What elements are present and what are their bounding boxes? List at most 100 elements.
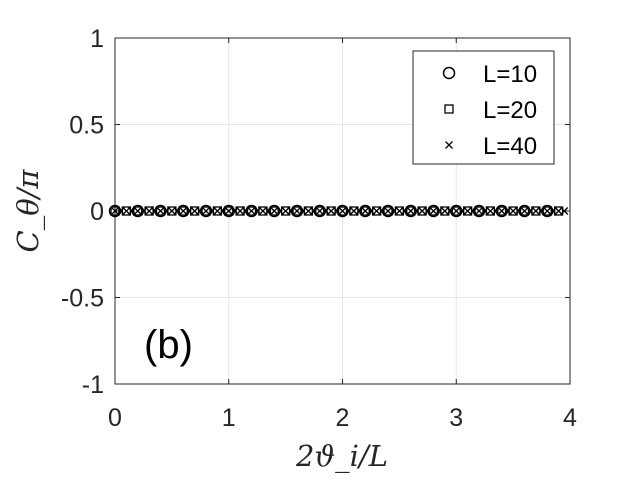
data-point (554, 207, 563, 215)
data-point (253, 207, 262, 215)
x-tick-label: 0 (108, 404, 122, 432)
data-point (384, 207, 392, 215)
data-point (219, 207, 228, 215)
legend-marker-x (445, 141, 453, 149)
data-point (537, 207, 546, 215)
data-point (139, 207, 148, 215)
data-series (108, 204, 569, 218)
data-point (327, 207, 336, 215)
data-point (321, 207, 330, 215)
data-point (355, 207, 364, 215)
data-point (560, 207, 569, 215)
data-point (462, 206, 473, 216)
data-point (360, 206, 370, 216)
data-point (224, 206, 234, 216)
y-tick-label: 0 (90, 198, 104, 226)
data-point (542, 206, 552, 216)
data-point (110, 206, 120, 216)
data-point (315, 207, 324, 215)
data-point (280, 206, 291, 216)
data-point (440, 207, 449, 215)
y-tick-label: -1 (82, 371, 104, 399)
data-point (485, 206, 496, 216)
data-point (349, 207, 358, 215)
x-axis-label: 2ϑ_i/L (295, 439, 388, 474)
data-point (310, 207, 319, 215)
y-axis-ticks: 1 0.5 0 -0.5 -1 (61, 25, 570, 399)
data-point (371, 206, 382, 216)
data-point (156, 207, 165, 215)
data-point (150, 207, 159, 215)
data-point (201, 206, 211, 216)
data-point (497, 207, 506, 215)
data-point (463, 207, 472, 215)
data-point (349, 206, 359, 216)
data-point (270, 207, 279, 215)
x-tick-label: 4 (563, 404, 577, 432)
data-point (423, 207, 432, 215)
data-point (412, 207, 421, 215)
data-point (514, 207, 523, 215)
data-point (246, 206, 257, 216)
data-point (178, 206, 188, 216)
data-point (406, 206, 416, 216)
data-point (184, 207, 193, 215)
data-point (446, 207, 455, 215)
data-point (366, 207, 375, 215)
data-point (258, 207, 267, 215)
data-point (122, 207, 131, 215)
data-point (451, 206, 461, 216)
data-point (520, 207, 529, 215)
data-point (287, 207, 296, 215)
data-point (361, 207, 370, 215)
data-point (452, 207, 461, 215)
data-point (281, 207, 290, 215)
legend-box (412, 50, 555, 165)
data-point (503, 207, 512, 215)
data-point (190, 207, 199, 215)
y-tick-label: 0.5 (69, 112, 104, 140)
data-point (202, 207, 210, 215)
data-point (326, 206, 336, 216)
data-point (469, 207, 478, 215)
data-point (173, 207, 182, 215)
legend: L=10 L=20 L=40 (412, 50, 555, 165)
data-point (378, 207, 387, 215)
data-point (303, 206, 314, 216)
data-point (508, 206, 518, 216)
data-point (509, 207, 518, 215)
data-point (406, 207, 415, 215)
data-point (486, 207, 495, 215)
data-point (162, 207, 171, 215)
data-point (179, 207, 188, 215)
x-tick-label: 1 (222, 404, 236, 432)
series-l-20 (110, 206, 564, 216)
data-point (531, 206, 541, 216)
data-point (519, 206, 530, 216)
y-tick-label: -0.5 (61, 285, 104, 313)
data-point (155, 206, 166, 216)
data-point (429, 207, 438, 215)
data-point (121, 206, 132, 216)
y-axis-label: C_θ/π (11, 169, 46, 253)
data-point (230, 207, 239, 215)
data-point (418, 207, 427, 215)
data-point (264, 207, 273, 215)
data-point (492, 207, 501, 215)
series-l-40 (111, 207, 569, 215)
data-point (212, 206, 223, 216)
data-point (235, 206, 245, 216)
data-point (389, 207, 398, 215)
data-point (247, 207, 256, 215)
data-point (189, 206, 200, 216)
data-point (133, 207, 142, 215)
data-point (372, 207, 381, 215)
data-point (167, 207, 176, 215)
data-point (338, 207, 347, 215)
data-point (531, 207, 540, 215)
data-point (383, 206, 393, 216)
data-point (241, 207, 250, 215)
data-point (293, 207, 301, 215)
legend-entry-label: L=40 (483, 133, 537, 160)
data-point (401, 207, 410, 215)
